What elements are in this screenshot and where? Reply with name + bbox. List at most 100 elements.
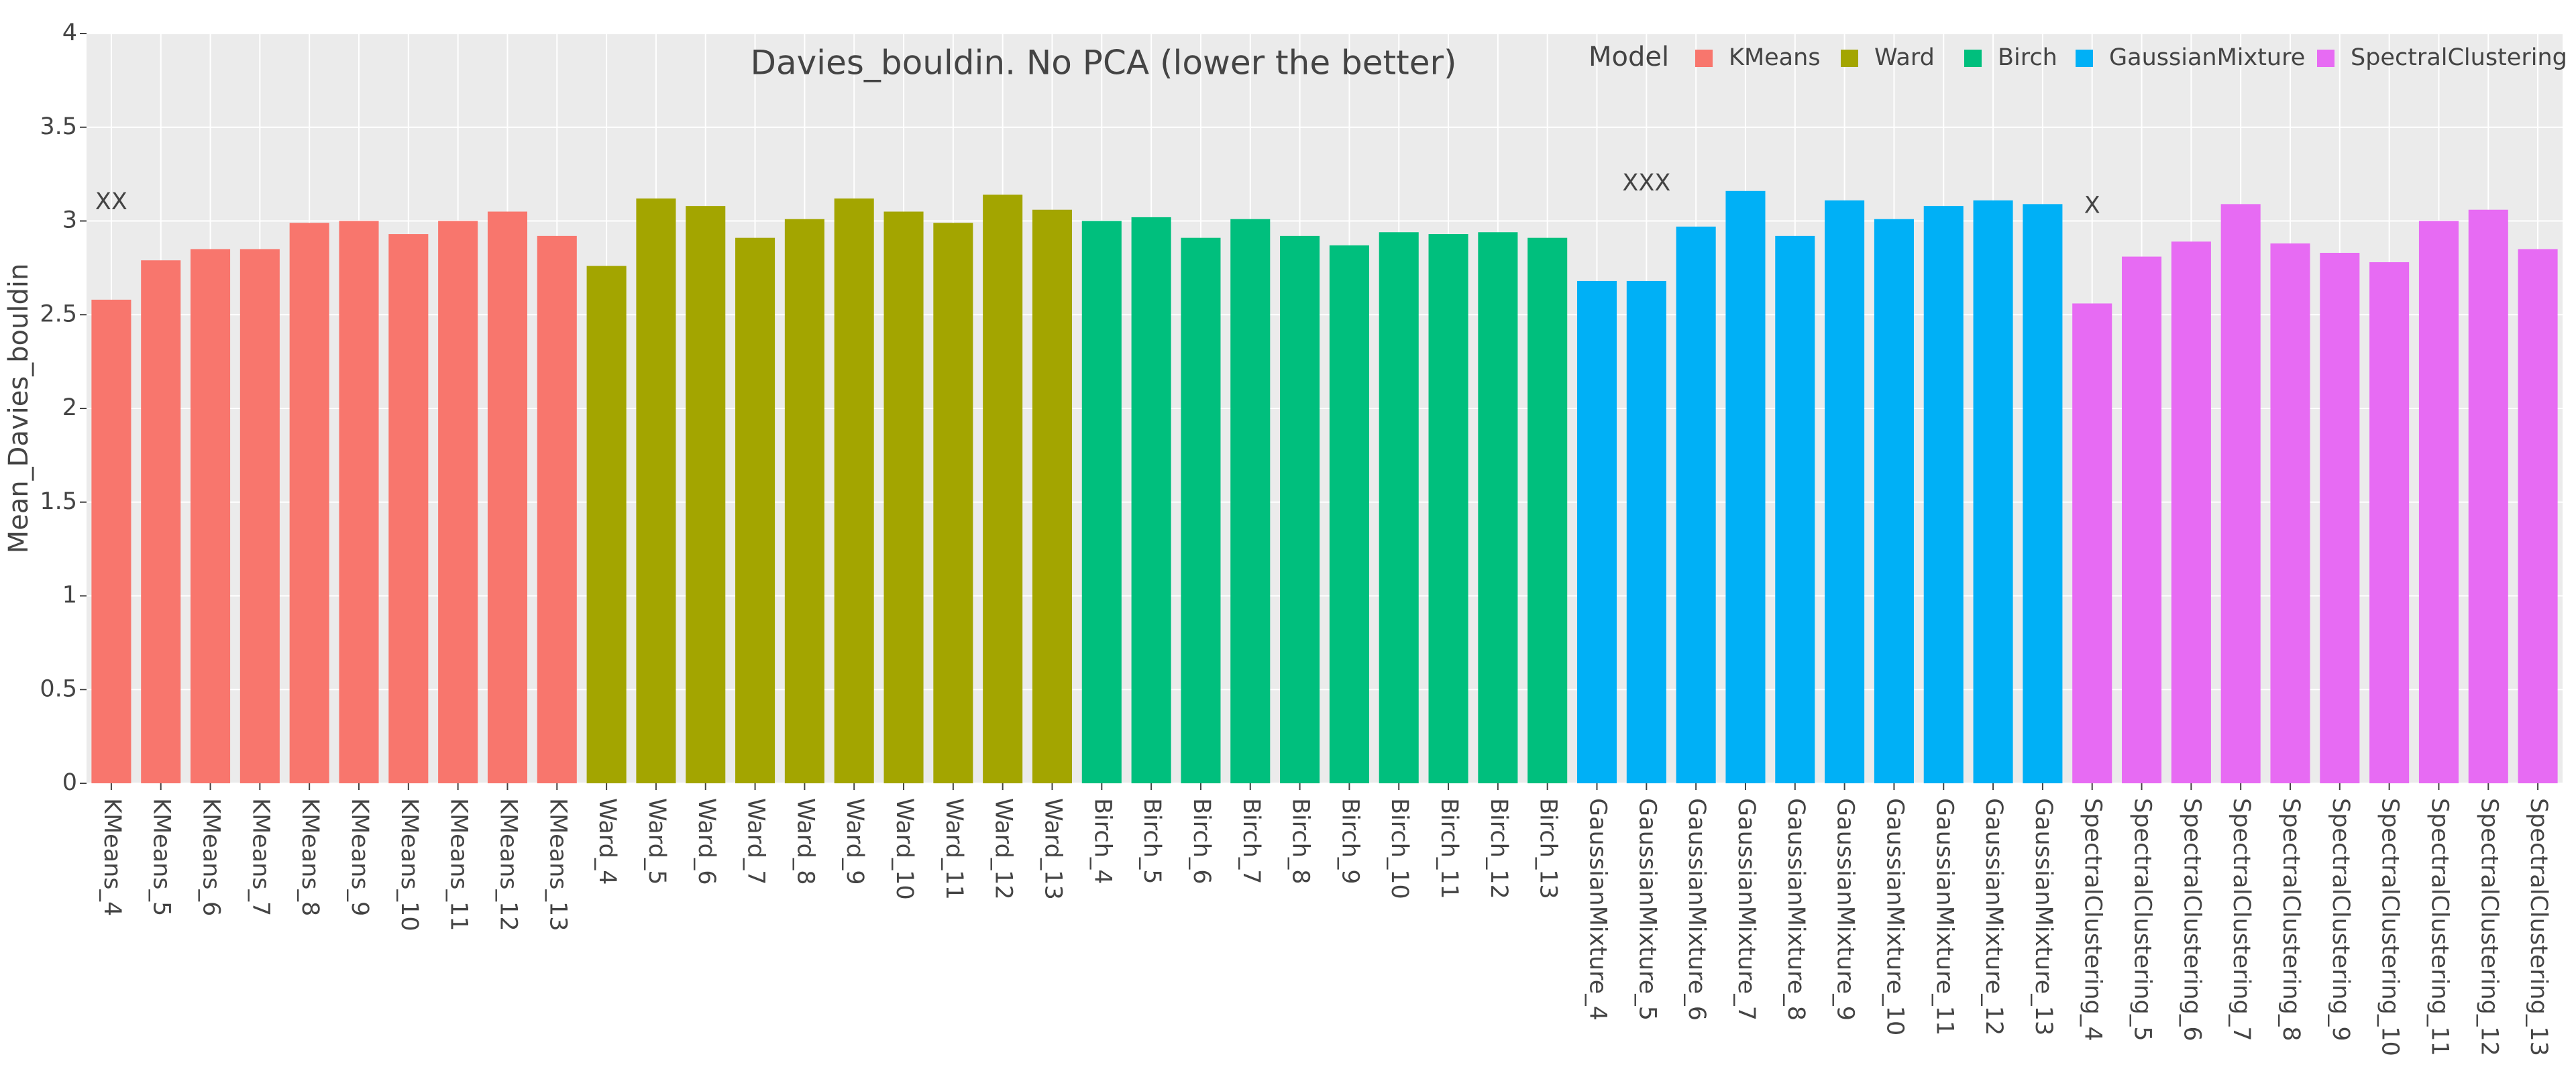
y-tick-label: 2.5	[40, 300, 77, 327]
legend-swatch	[1964, 50, 1982, 67]
x-tick-label: Birch_6	[1188, 798, 1215, 885]
x-tick-label: Ward_4	[594, 798, 621, 885]
bar	[2418, 221, 2459, 783]
x-tick-label: SpectralClustering_8	[2277, 798, 2304, 1041]
x-tick-label: GaussianMixture_9	[1832, 798, 1859, 1021]
bar	[1280, 235, 1320, 783]
bar	[91, 299, 131, 783]
bar	[1131, 217, 1171, 783]
x-tick-label: GaussianMixture_8	[1782, 798, 1809, 1021]
x-tick-label: SpectralClustering_10	[2377, 798, 2404, 1056]
bar	[487, 211, 527, 783]
y-tick-label: 1.5	[40, 488, 77, 515]
y-tick-label: 0.5	[40, 675, 77, 702]
bar	[141, 260, 181, 783]
bar	[289, 223, 329, 783]
x-tick-label: SpectralClustering_9	[2327, 798, 2354, 1041]
x-tick-label: KMeans_7	[247, 798, 274, 916]
bar	[1874, 219, 1914, 784]
x-tick-label: KMeans_12	[494, 798, 521, 931]
x-tick-label: KMeans_11	[445, 798, 472, 931]
bar	[1676, 226, 1716, 783]
x-tick-label: Ward_8	[792, 798, 818, 885]
bar	[388, 234, 429, 783]
bar	[1725, 190, 1766, 783]
bar	[1576, 280, 1617, 783]
bar	[834, 198, 874, 784]
bar	[2171, 241, 2211, 783]
x-tick-label: Birch_11	[1436, 798, 1462, 899]
bar	[686, 206, 726, 783]
legend-swatch	[1841, 50, 1858, 67]
x-tick-label: SpectralClustering_11	[2426, 798, 2453, 1056]
x-tick-label: SpectralClustering_12	[2475, 798, 2502, 1056]
bar	[586, 266, 627, 784]
bar	[1973, 200, 2013, 783]
x-tick-label: GaussianMixture_4	[1585, 798, 1611, 1021]
x-tick-label: SpectralClustering_13	[2525, 798, 2552, 1056]
x-tick-label: Birch_13	[1535, 798, 1562, 899]
bar	[339, 221, 379, 783]
bar	[2369, 262, 2410, 783]
x-tick-label: Ward_9	[841, 798, 868, 885]
bar	[1825, 200, 1865, 783]
x-tick-label: Ward_7	[743, 798, 769, 885]
bar	[239, 249, 280, 783]
bar	[2468, 209, 2508, 784]
bars	[91, 190, 2558, 784]
x-tick-label: Birch_10	[1386, 798, 1413, 899]
x-tick-label: Birch_9	[1336, 798, 1363, 885]
bar	[2320, 253, 2360, 783]
bar	[2518, 249, 2558, 783]
x-tick-label: KMeans_5	[148, 798, 175, 916]
x-tick-label: Birch_7	[1238, 798, 1265, 885]
x-tick-label: Ward_10	[891, 798, 918, 900]
bar	[1527, 237, 1568, 783]
x-tick-label: GaussianMixture_12	[1980, 798, 2007, 1035]
x-tick-label: GaussianMixture_6	[1683, 798, 1710, 1021]
x-tick-label: GaussianMixture_11	[1931, 798, 1957, 1035]
x-tick-label: Ward_13	[1039, 798, 1066, 900]
bar	[1081, 221, 1122, 783]
bar	[2270, 243, 2310, 783]
x-tick-label: KMeans_9	[346, 798, 373, 916]
x-tick-label: Ward_12	[990, 798, 1017, 900]
bar	[1626, 280, 1666, 783]
x-tick-label: Birch_5	[1138, 798, 1165, 885]
x-tick-label: KMeans_6	[198, 798, 225, 916]
bar	[2023, 204, 2063, 784]
bar	[1032, 209, 1073, 784]
x-tick-label: KMeans_8	[297, 798, 323, 916]
annotation: XX	[95, 188, 127, 215]
x-tick-label: Birch_8	[1287, 798, 1314, 885]
y-tick-label: 4	[62, 19, 77, 46]
x-tick-label: Ward_5	[643, 798, 670, 885]
x-tick-label: SpectralClustering_7	[2228, 798, 2255, 1041]
y-tick-label: 1	[62, 582, 77, 609]
legend-label: Ward	[1874, 44, 1935, 71]
bar	[1775, 235, 1815, 783]
x-tick-label: SpectralClustering_5	[2129, 798, 2156, 1041]
legend-label: Birch	[1998, 44, 2057, 71]
x-tick-label: GaussianMixture_5	[1633, 798, 1660, 1021]
x-tick-label: GaussianMixture_7	[1733, 798, 1760, 1021]
bar	[1230, 219, 1271, 784]
legend-label: KMeans	[1729, 44, 1821, 71]
bar	[983, 194, 1023, 783]
legend-swatch	[1695, 50, 1713, 67]
bar	[537, 235, 577, 783]
bar	[438, 221, 478, 783]
x-tick-label: Birch_12	[1485, 798, 1512, 899]
x-tick-label: Ward_6	[693, 798, 720, 885]
bar	[1923, 206, 1964, 783]
y-tick-label: 2	[62, 394, 77, 421]
y-tick-label: 3.5	[40, 113, 77, 140]
y-tick-label: 3	[62, 207, 77, 234]
x-tick-label: SpectralClustering_4	[2080, 798, 2106, 1041]
x-tick-label: Birch_4	[1089, 798, 1116, 885]
bar	[1329, 245, 1369, 784]
x-tick-label: KMeans_13	[544, 798, 571, 931]
x-tick-label: GaussianMixture_13	[2030, 798, 2057, 1035]
legend-title: Model	[1589, 42, 1669, 72]
bar	[636, 198, 676, 784]
